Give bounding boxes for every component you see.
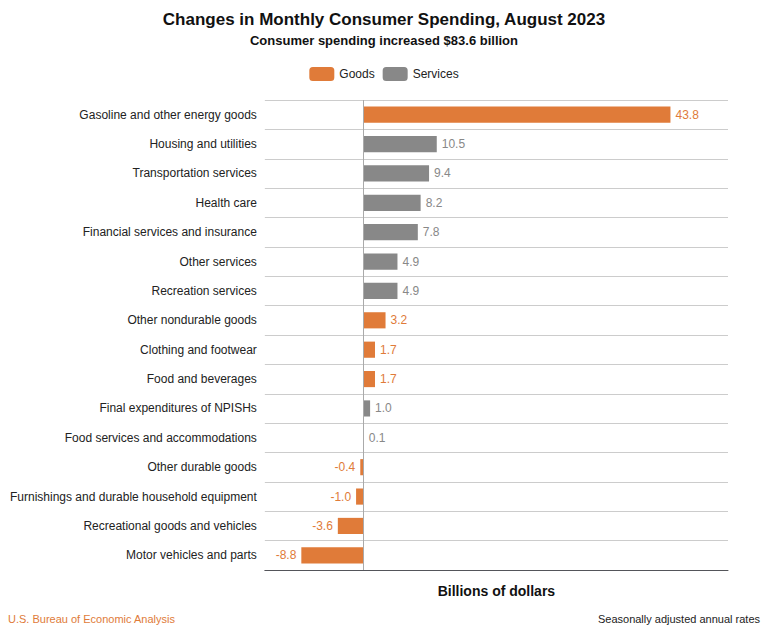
- svg-text:-1.0: -1.0: [330, 490, 351, 504]
- svg-text:Consumer spending increased $8: Consumer spending increased $83.6 billio…: [250, 33, 518, 48]
- svg-text:4.9: 4.9: [402, 255, 419, 269]
- svg-text:Housing and utilities: Housing and utilities: [149, 137, 256, 151]
- svg-text:7.8: 7.8: [423, 225, 440, 239]
- svg-text:-3.6: -3.6: [312, 519, 333, 533]
- svg-text:Other durable goods: Other durable goods: [147, 460, 256, 474]
- svg-text:Food services and accommodatio: Food services and accommodations: [65, 431, 257, 445]
- svg-text:4.9: 4.9: [402, 284, 419, 298]
- svg-text:Services: Services: [413, 67, 459, 81]
- svg-text:Financial services and insuran: Financial services and insurance: [83, 225, 257, 239]
- svg-text:U.S. Bureau of Economic Analys: U.S. Bureau of Economic Analysis: [8, 613, 175, 625]
- svg-text:Billions of dollars: Billions of dollars: [438, 583, 556, 599]
- svg-text:Recreation services: Recreation services: [151, 284, 256, 298]
- svg-text:Motor vehicles and parts: Motor vehicles and parts: [126, 548, 257, 562]
- svg-text:1.7: 1.7: [380, 372, 397, 386]
- svg-text:43.8: 43.8: [675, 108, 699, 122]
- svg-text:9.4: 9.4: [434, 166, 451, 180]
- svg-text:Changes in Monthly Consumer Sp: Changes in Monthly Consumer Spending, Au…: [163, 10, 605, 29]
- svg-text:Clothing and footwear: Clothing and footwear: [140, 343, 257, 357]
- svg-text:10.5: 10.5: [442, 137, 466, 151]
- svg-text:Seasonally adjusted annual rat: Seasonally adjusted annual rates: [598, 613, 761, 625]
- svg-text:Final expenditures of NPISHs: Final expenditures of NPISHs: [99, 401, 256, 415]
- svg-text:Other nondurable goods: Other nondurable goods: [127, 313, 256, 327]
- svg-text:-8.8: -8.8: [276, 548, 297, 562]
- svg-text:Transportation services: Transportation services: [133, 166, 257, 180]
- svg-text:0.1: 0.1: [369, 431, 386, 445]
- svg-text:Food and beverages: Food and beverages: [147, 372, 257, 386]
- svg-text:1.0: 1.0: [375, 401, 392, 415]
- svg-text:3.2: 3.2: [391, 313, 408, 327]
- svg-text:8.2: 8.2: [426, 196, 443, 210]
- svg-text:Other services: Other services: [179, 255, 256, 269]
- svg-text:-0.4: -0.4: [335, 460, 356, 474]
- svg-text:Gasoline and other energy good: Gasoline and other energy goods: [79, 108, 256, 122]
- svg-text:Furnishings and durable househ: Furnishings and durable household equipm…: [10, 490, 258, 504]
- svg-text:Goods: Goods: [339, 67, 374, 81]
- svg-text:Recreational goods and vehicle: Recreational goods and vehicles: [83, 519, 256, 533]
- svg-text:Health care: Health care: [195, 196, 257, 210]
- svg-text:1.7: 1.7: [380, 343, 397, 357]
